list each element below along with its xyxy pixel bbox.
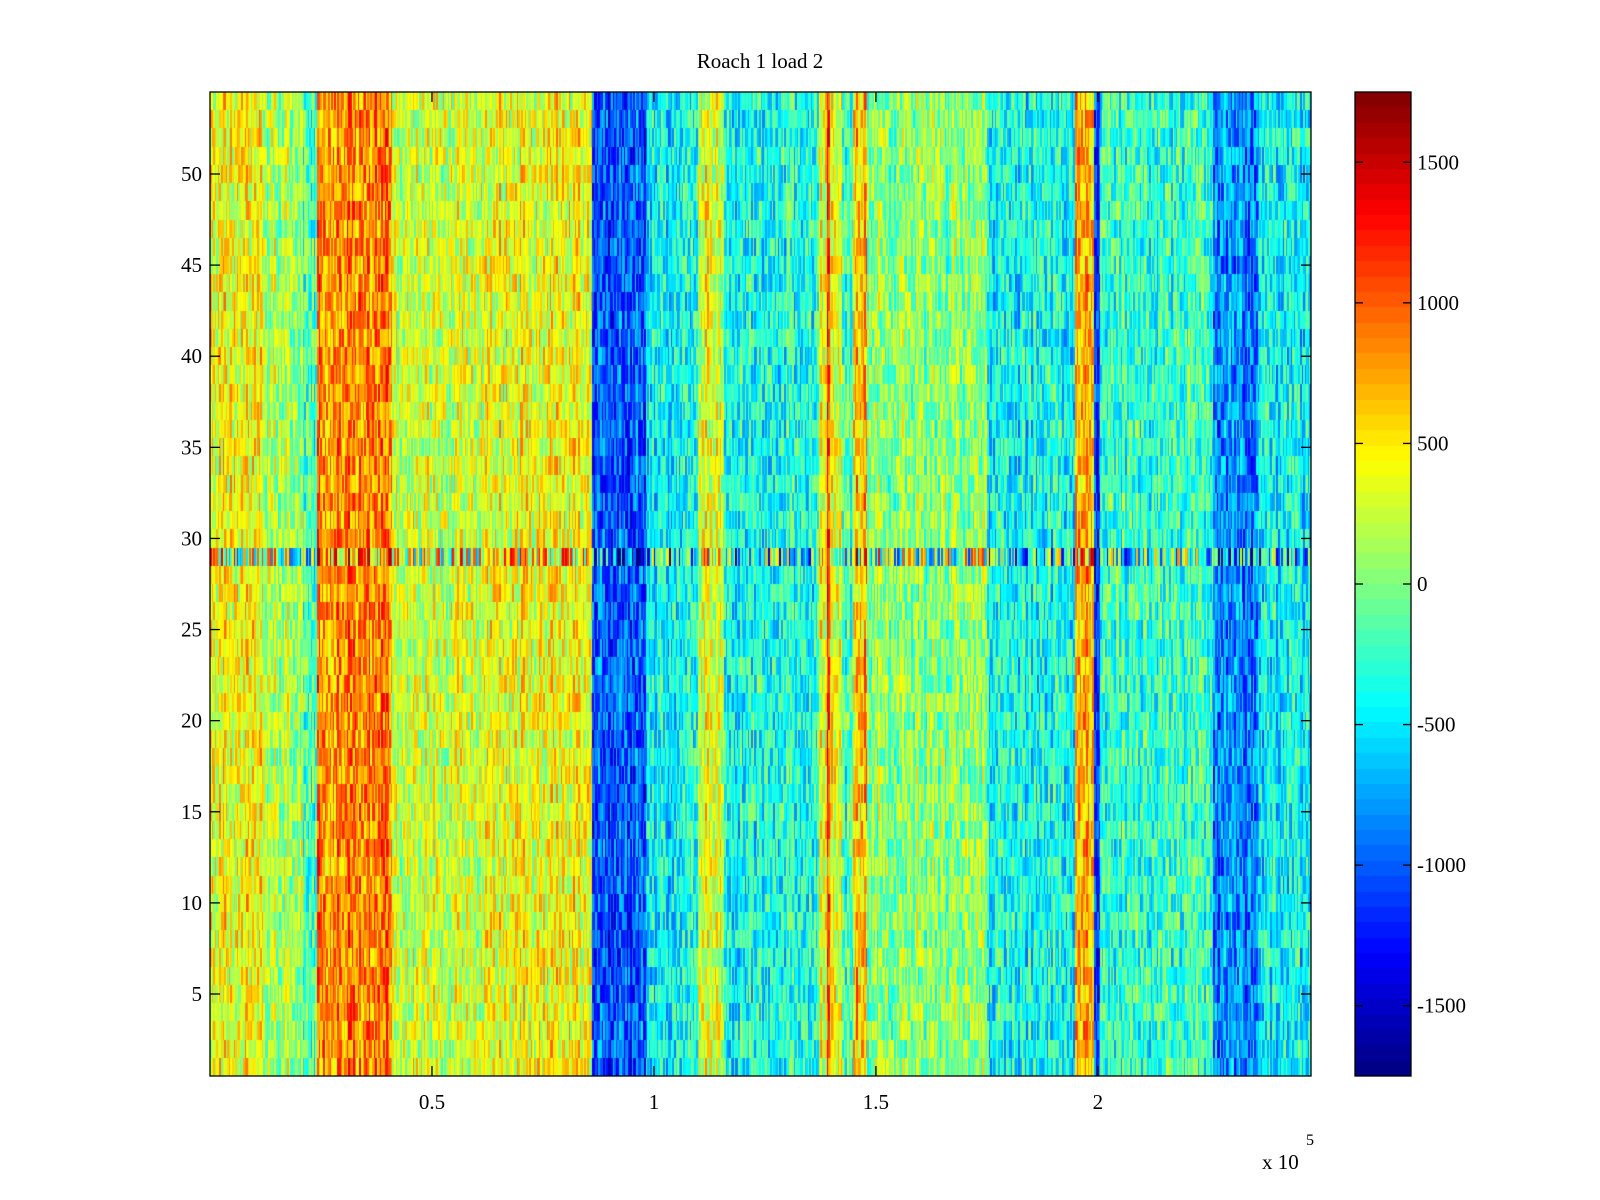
x-axis-multiplier: x 10 — [1262, 1150, 1299, 1174]
y-tick-label: 40 — [181, 344, 202, 368]
y-tick-label: 10 — [181, 891, 202, 915]
colorbar-tick-label: -1500 — [1417, 994, 1466, 1018]
y-tick-label: 50 — [181, 162, 202, 186]
colorbar-tick-label: 0 — [1417, 572, 1428, 596]
colorbar-tick-label: -1000 — [1417, 853, 1466, 877]
colorbar-gradient — [1355, 92, 1411, 1076]
plot-frame — [209, 91, 1312, 1077]
colorbar-tick-label: 1000 — [1417, 291, 1459, 315]
colorbar-tick-label: -500 — [1417, 713, 1456, 737]
heatmap-image — [210, 92, 1311, 1076]
colorbar-tick-label: 500 — [1417, 431, 1449, 455]
x-axis-ticks: 0.5 1 1.5 2 — [419, 92, 1103, 1114]
colorbar: 1500 1000 500 0 -500 -1000 -1500 — [1354, 91, 1466, 1077]
y-tick-label: 30 — [181, 526, 202, 550]
heatmap-area — [210, 92, 1311, 1076]
x-tick-label: 0.5 — [419, 1090, 445, 1114]
y-tick-label: 5 — [192, 982, 203, 1006]
chart-title: Roach 1 load 2 — [697, 49, 824, 73]
y-tick-label: 15 — [181, 800, 202, 824]
y-tick-label: 35 — [181, 435, 202, 459]
y-tick-label: 20 — [181, 709, 202, 733]
x-tick-label: 2 — [1093, 1090, 1104, 1114]
x-tick-label: 1.5 — [863, 1090, 889, 1114]
x-axis-multiplier-exponent: 5 — [1306, 1132, 1314, 1149]
y-axis-ticks: 5 10 15 20 25 30 35 40 45 50 — [181, 162, 1311, 1006]
y-tick-label: 25 — [181, 618, 202, 642]
x-tick-label: 1 — [649, 1090, 660, 1114]
y-tick-label: 45 — [181, 253, 202, 277]
colorbar-tick-label: 1500 — [1417, 150, 1459, 174]
colorbar-ticks: 1500 1000 500 0 -500 -1000 -1500 — [1355, 150, 1466, 1018]
